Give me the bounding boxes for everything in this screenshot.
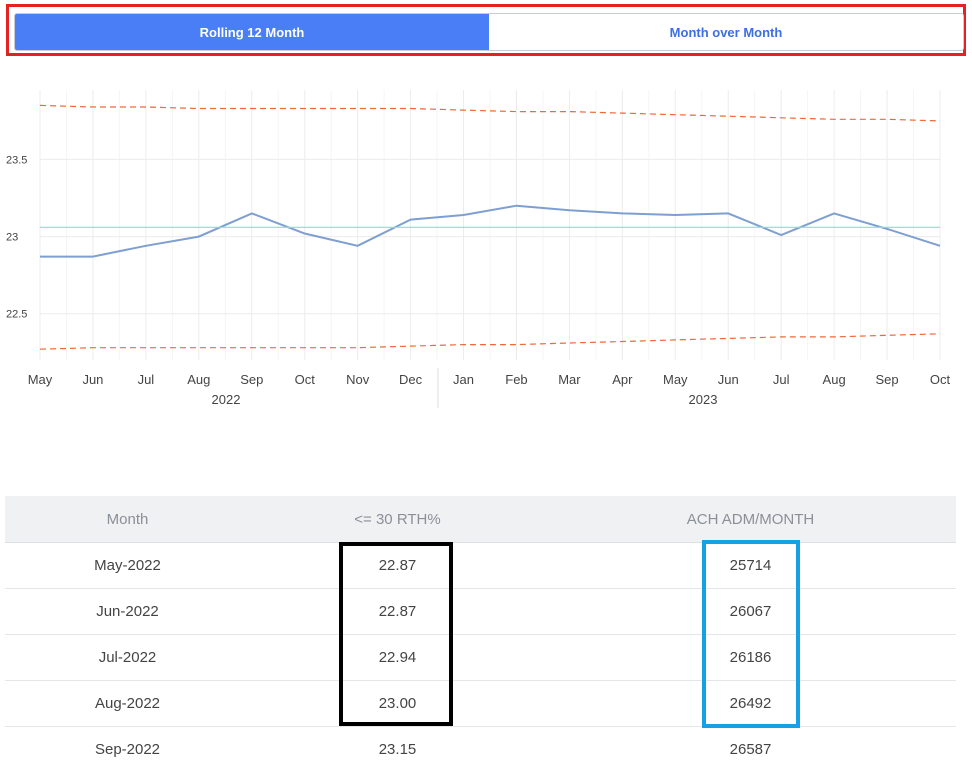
x-tick-label: Aug	[187, 372, 210, 387]
table-row: Sep-2022 23.15 26587	[5, 727, 956, 772]
y-tick-label: 23.5	[6, 154, 27, 166]
y-axis-ticks: 22.5 23 23.5	[6, 154, 27, 320]
x-tick-label: Dec	[399, 372, 423, 387]
x-tick-label: Jan	[453, 372, 474, 387]
x-tick-label: Jul	[773, 372, 790, 387]
cell-rth: 22.94	[378, 649, 417, 666]
toggle-highlight-box	[6, 4, 966, 56]
horizontal-grid	[40, 158, 940, 315]
header-month[interactable]: Month	[106, 510, 149, 528]
cell-month: May-2022	[94, 557, 161, 574]
x-tick-label: Aug	[823, 372, 846, 387]
rolling-12-month-button[interactable]: Rolling 12 Month	[15, 14, 489, 50]
header-ach-adm[interactable]: ACH ADM/MONTH	[686, 510, 815, 528]
x-tick-label: Mar	[558, 372, 581, 387]
cell-rth: 22.87	[378, 557, 417, 574]
series-line-control-limit	[39, 333, 941, 350]
header-rth-percent[interactable]: <= 30 RTH%	[354, 510, 441, 528]
cell-ach: 26587	[729, 741, 772, 758]
view-toggle: Rolling 12 Month Month over Month	[14, 13, 964, 51]
cell-month: Jul-2022	[98, 649, 157, 666]
x-tick-label: Jun	[82, 372, 103, 387]
x-tick-label: Feb	[505, 372, 527, 387]
cell-rth: 23.00	[378, 695, 417, 712]
x-tick-label: Apr	[612, 372, 633, 387]
x-tick-label: Nov	[346, 372, 370, 387]
y-tick-label: 23	[6, 232, 18, 244]
cell-month: Sep-2022	[94, 741, 161, 758]
x-tick-label: May	[28, 372, 53, 387]
x-tick-label: May	[663, 372, 688, 387]
x-tick-label: Jun	[718, 372, 739, 387]
x-year-label: 2022	[212, 392, 241, 407]
cell-month: Aug-2022	[94, 695, 161, 712]
table-row: Aug-2022 23.00 26492	[5, 681, 956, 727]
cell-rth: 23.15	[378, 741, 417, 758]
x-tick-label: Jul	[138, 372, 155, 387]
series-line-control-limit	[39, 104, 941, 122]
cell-ach: 26186	[729, 649, 772, 666]
month-over-month-button[interactable]: Month over Month	[489, 14, 963, 50]
cell-rth: 22.87	[378, 603, 417, 620]
x-axis-ticks: May Jun Jul Aug Sep Oct Nov Dec Jan Feb Mar Apr May J…	[28, 372, 951, 407]
y-tick-label: 22.5	[6, 309, 27, 321]
table-row: Jul-2022 22.94 26186	[5, 635, 956, 681]
line-chart: 22.5 23 23.5 May Jun Jul Aug Sep Oct Nov Dec Jan Fe…	[6, 90, 951, 408]
cell-ach: 25714	[729, 557, 772, 574]
x-tick-label: Sep	[240, 372, 263, 387]
cell-month: Jun-2022	[96, 603, 159, 620]
x-tick-label: Oct	[930, 372, 951, 387]
x-tick-label: Sep	[875, 372, 898, 387]
data-table: Month <= 30 RTH% ACH ADM/MONTH May-2022 …	[5, 496, 956, 772]
table-row: Jun-2022 22.87 26067	[5, 589, 956, 635]
series-layer	[39, 104, 941, 350]
table-row: May-2022 22.87 25714	[5, 543, 956, 589]
x-tick-label: Oct	[295, 372, 316, 387]
table-header: Month <= 30 RTH% ACH ADM/MONTH	[5, 496, 956, 543]
cell-ach: 26067	[729, 603, 772, 620]
x-year-label: 2023	[689, 392, 718, 407]
series-line-rth	[40, 204, 941, 258]
cell-ach: 26492	[729, 695, 772, 712]
